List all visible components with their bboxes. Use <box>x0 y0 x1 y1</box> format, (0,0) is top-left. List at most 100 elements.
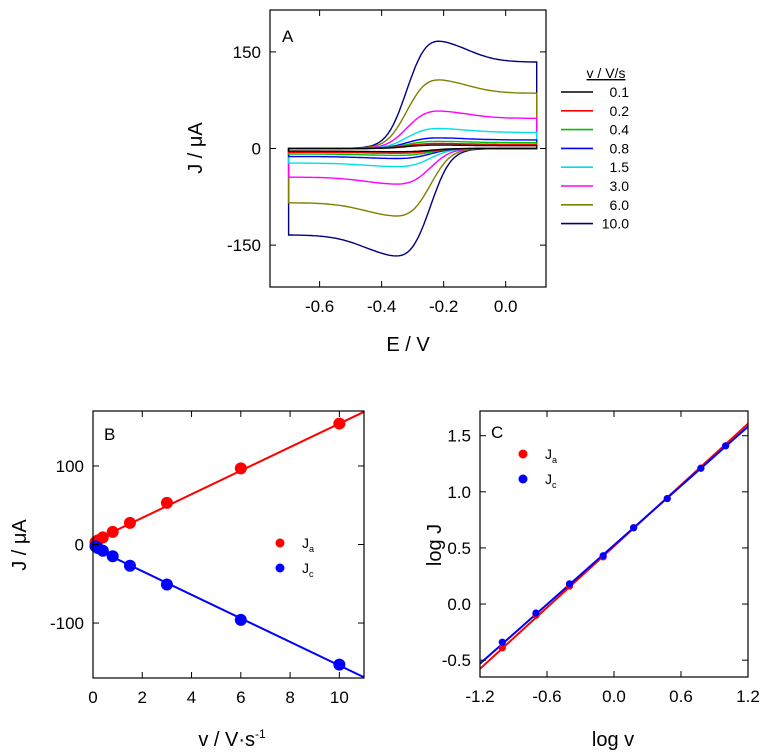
panel-c: -1.2 -0.6 0.0 0.6 1.2 -0.5 0.0 0.5 1.0 1.5 C log … <box>424 410 760 751</box>
panel-c-point-a <box>498 644 506 652</box>
panel-b-ytick-label: 0 <box>75 536 84 555</box>
panel-b-legend-marker-c <box>275 563 285 573</box>
panel-c-xtick-label: 1.2 <box>736 687 760 706</box>
panel-a-ytick-label: -150 <box>227 236 261 255</box>
panel-a-xtick-label: -0.6 <box>305 297 334 316</box>
panel-c-ylabel: log J <box>424 524 446 566</box>
panel-a-xtick-label: -0.4 <box>367 297 396 316</box>
panel-c-point-c <box>722 442 730 450</box>
panel-b-legend-name-c: J <box>302 560 309 576</box>
panel-c-label: C <box>491 423 503 442</box>
panel-b-ylabel: J / μA <box>9 519 31 571</box>
panel-b-point-a <box>160 496 173 509</box>
panel-c-ytick-label: 1.5 <box>447 427 471 446</box>
panel-b-legend-marker-a <box>275 538 285 548</box>
panel-a-xtick-label: 0.0 <box>494 297 518 316</box>
panel-a-ticks: -0.6 -0.4 -0.2 0.0 -150 0 150 <box>227 10 546 316</box>
panel-b-legend-label-c: Jc <box>302 560 314 579</box>
panel-c-ytick-label: -0.5 <box>442 651 471 670</box>
panel-c-xtick-label: -0.6 <box>532 687 561 706</box>
panel-b-legend-sub-c: c <box>309 569 314 579</box>
panel-b-xlabel-main: v / V·s <box>198 729 255 751</box>
panel-c-legend-marker-a <box>518 449 528 459</box>
panel-c-ytick-label: 1.0 <box>447 483 471 502</box>
legend-label-6.0: 6.0 <box>610 197 630 213</box>
panel-b-xtick-label: 8 <box>285 688 294 707</box>
panel-b-point-c <box>123 559 136 572</box>
panel-b-ytick-label: 100 <box>56 457 84 476</box>
legend-label-0.4: 0.4 <box>610 122 630 138</box>
panel-c-fit-line-c <box>479 425 749 665</box>
panel-c-legend-name-a: J <box>545 446 552 462</box>
panel-b-legend-name-a: J <box>302 535 309 551</box>
panel-b-point-a <box>234 462 247 475</box>
panel-c-legend-name-c: J <box>545 471 552 487</box>
panel-a-legend: v / V/s 0.1 0.2 0.4 0.8 1.5 3.0 6.0 10.0 <box>561 65 629 232</box>
panel-c-content <box>479 422 749 670</box>
legend-label-1.5: 1.5 <box>610 159 630 175</box>
panel-b-xlabel-sup: -1 <box>255 727 266 741</box>
panel-b-content <box>89 410 365 679</box>
legend-label-0.8: 0.8 <box>610 140 630 156</box>
legend-title: v / V/s <box>587 65 626 81</box>
panel-c-xlabel: log v <box>592 729 634 751</box>
panel-c-legend-label-c: Jc <box>545 471 557 490</box>
legend-label-10.0: 10.0 <box>602 216 629 232</box>
panel-b-fit-line-c <box>92 546 365 679</box>
panel-b-legend-label-a: Ja <box>302 535 314 554</box>
panel-b-xtick-label: 4 <box>187 688 196 707</box>
panel-b-xtick-label: 10 <box>330 688 349 707</box>
panel-c-point-c <box>630 524 638 532</box>
panel-a: -0.6 -0.4 -0.2 0.0 -150 0 150 A E / V J / μA v… <box>185 9 629 356</box>
panel-b-xtick-label: 2 <box>138 688 147 707</box>
panel-c-point-c <box>663 494 671 503</box>
panel-c-legend-sub-a: a <box>552 455 557 465</box>
panel-b-label: B <box>104 425 115 444</box>
panel-c-legend-label-a: Ja <box>545 446 557 465</box>
panel-b-point-c <box>234 613 247 626</box>
panel-a-xtick-label: -0.2 <box>429 297 458 316</box>
panel-a-xlabel: E / V <box>386 334 430 356</box>
panel-b-frame <box>92 410 365 679</box>
panel-a-ytick-label: 150 <box>233 43 261 62</box>
panel-b-xtick-label: 0 <box>88 688 97 707</box>
panel-b-point-c <box>106 550 119 563</box>
panel-c-point-c <box>565 580 574 588</box>
panel-b-xtick-label: 6 <box>236 688 245 707</box>
panel-b-legend-sub-a: a <box>309 544 314 554</box>
panel-c-point-c <box>532 609 540 617</box>
cv-curve-1.5 <box>287 127 538 168</box>
panel-b-fit-line-a <box>92 410 365 543</box>
panel-a-ylabel: J / μA <box>185 122 207 174</box>
panel-c-ytick-label: 0.5 <box>447 539 471 558</box>
panel-a-label: A <box>282 27 294 46</box>
cv-curve-0.1 <box>287 144 538 153</box>
panel-b-point-c <box>333 658 346 671</box>
panel-b-ticks: 0 2 4 6 8 10 -100 0 100 <box>50 411 364 707</box>
panel-b-point-a <box>333 417 346 430</box>
panel-a-curves <box>287 40 538 257</box>
legend-label-0.2: 0.2 <box>610 103 630 119</box>
panel-c-point-c <box>498 638 506 646</box>
legend-label-0.1: 0.1 <box>610 84 630 100</box>
panel-c-xtick-label: 0.6 <box>669 687 693 706</box>
panel-c-legend-sub-c: c <box>552 480 557 490</box>
panel-c-xtick-label: -1.2 <box>465 687 494 706</box>
panel-b-xlabel: v / V·s-1 <box>198 727 266 751</box>
panel-c-point-c <box>697 464 705 472</box>
panel-c-ytick-label: 0.0 <box>447 595 471 614</box>
panel-a-frame <box>269 9 547 288</box>
panel-c-point-c <box>599 552 607 560</box>
panel-c-legend-marker-c <box>518 474 528 484</box>
panel-b-point-c <box>160 578 173 591</box>
panel-b-ytick-label: -100 <box>50 614 84 633</box>
cv-curve-3.0 <box>287 110 538 185</box>
panel-b-point-a <box>96 531 109 544</box>
panel-b-point-c <box>96 544 109 557</box>
legend-label-3.0: 3.0 <box>610 178 630 194</box>
panel-b-point-a <box>123 516 136 529</box>
